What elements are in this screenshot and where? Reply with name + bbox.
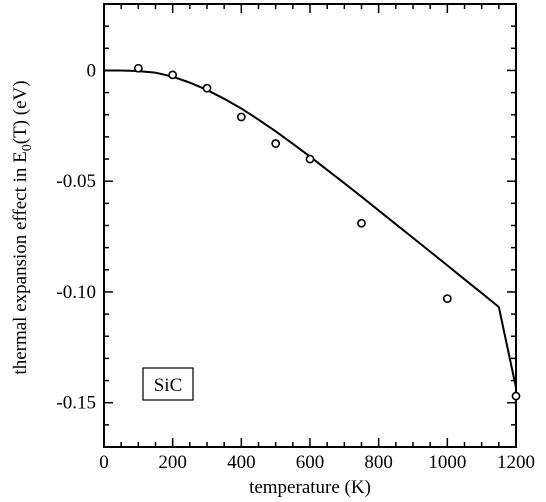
y-tick-label: 0 — [87, 60, 97, 81]
x-tick-label: 200 — [158, 452, 187, 473]
x-tick-label: 0 — [99, 452, 109, 473]
data-point — [511, 391, 521, 401]
annotation-box — [142, 367, 194, 401]
annotation-label: SiC — [154, 375, 183, 396]
x-axis-title: temperature (K) — [249, 477, 371, 497]
x-tick-label: 800 — [364, 452, 393, 473]
data-point — [271, 139, 281, 148]
data-point — [236, 112, 246, 122]
data-point — [442, 294, 452, 303]
fit-curve — [104, 69, 517, 388]
x-tick-label: 1000 — [428, 452, 466, 473]
x-tick-label: 1200 — [497, 452, 535, 473]
y-tick-label: -0.05 — [56, 171, 96, 192]
y-tick-label: -0.15 — [56, 393, 96, 414]
data-point — [168, 70, 178, 80]
x-tick-label: 600 — [296, 452, 325, 473]
x-tick-label: 400 — [227, 452, 256, 473]
data-point — [305, 154, 315, 164]
y-axis-title: thermal expansion effect in E0(T) (eV) — [10, 80, 35, 374]
y-tick-label: -0.10 — [56, 282, 96, 303]
data-point — [133, 63, 143, 73]
data-point — [357, 218, 366, 228]
data-point — [202, 83, 212, 93]
